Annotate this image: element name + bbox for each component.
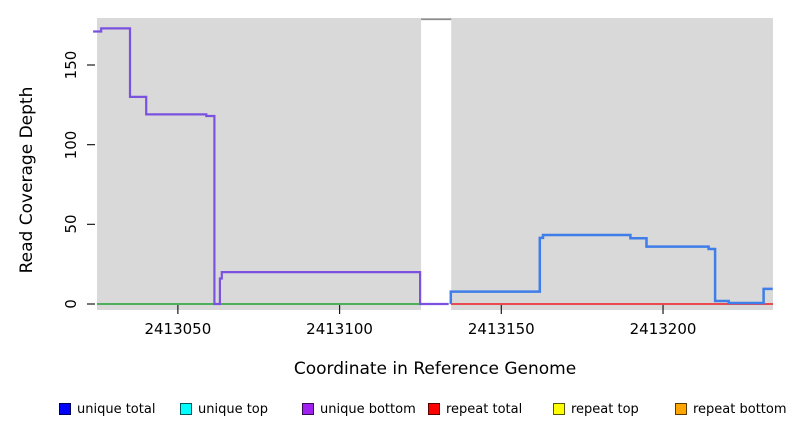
y-axis-title: Read Coverage Depth — [17, 86, 37, 274]
y-tick-label: 150 — [62, 50, 80, 80]
x-axis-title: Coordinate in Reference Genome — [293, 359, 577, 379]
y-tick-label: 0 — [62, 299, 80, 309]
x-tick-label: 2413200 — [629, 320, 697, 338]
x-tick-label: 2413150 — [467, 320, 535, 338]
y-tick-label: 50 — [62, 214, 80, 234]
x-tick-label: 2413100 — [306, 320, 373, 338]
series-unique-total-right-region — [449, 233, 773, 305]
x-tick-label: 2413050 — [144, 320, 212, 338]
series-unique-bottom-left-region — [93, 27, 449, 306]
masked-region — [421, 20, 452, 310]
y-tick-label: 100 — [62, 130, 80, 159]
